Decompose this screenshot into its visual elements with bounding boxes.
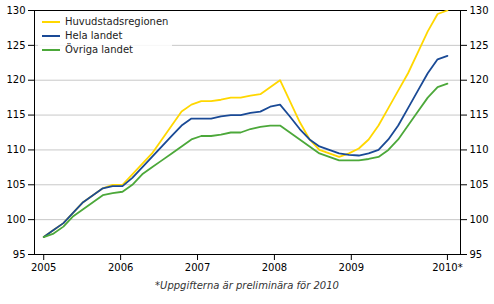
html-text:Huvudstadsregionen: Huvudstadsregionen bbox=[65, 16, 169, 27]
html-text:Övriga landet: Övriga landet bbox=[65, 44, 133, 55]
svg-text:95: 95 bbox=[470, 249, 483, 260]
svg-text:2005: 2005 bbox=[31, 262, 56, 273]
svg-text:120: 120 bbox=[6, 74, 25, 85]
svg-text:120: 120 bbox=[470, 74, 489, 85]
svg-text:115: 115 bbox=[6, 109, 25, 120]
html-text:*Uppgifterna är preliminära fö: *Uppgifterna är preliminära för 2010 bbox=[155, 280, 339, 291]
svg-text:2008: 2008 bbox=[262, 262, 287, 273]
svg-text:110: 110 bbox=[470, 144, 489, 155]
svg-text:2010*: 2010* bbox=[432, 262, 462, 273]
svg-text:2007: 2007 bbox=[185, 262, 210, 273]
svg-text:130: 130 bbox=[6, 5, 25, 16]
svg-text:100: 100 bbox=[470, 214, 489, 225]
svg-text:2006: 2006 bbox=[108, 262, 133, 273]
svg-text:95: 95 bbox=[13, 249, 26, 260]
svg-text:100: 100 bbox=[6, 214, 25, 225]
html-text:Hela landet: Hela landet bbox=[65, 30, 123, 41]
svg-text:130: 130 bbox=[470, 5, 489, 16]
svg-text:125: 125 bbox=[6, 40, 25, 51]
svg-text:105: 105 bbox=[470, 179, 489, 190]
svg-text:2009: 2009 bbox=[339, 262, 364, 273]
svg-text:115: 115 bbox=[470, 109, 489, 120]
svg-text:110: 110 bbox=[6, 144, 25, 155]
svg-text:105: 105 bbox=[6, 179, 25, 190]
svg-text:125: 125 bbox=[470, 40, 489, 51]
